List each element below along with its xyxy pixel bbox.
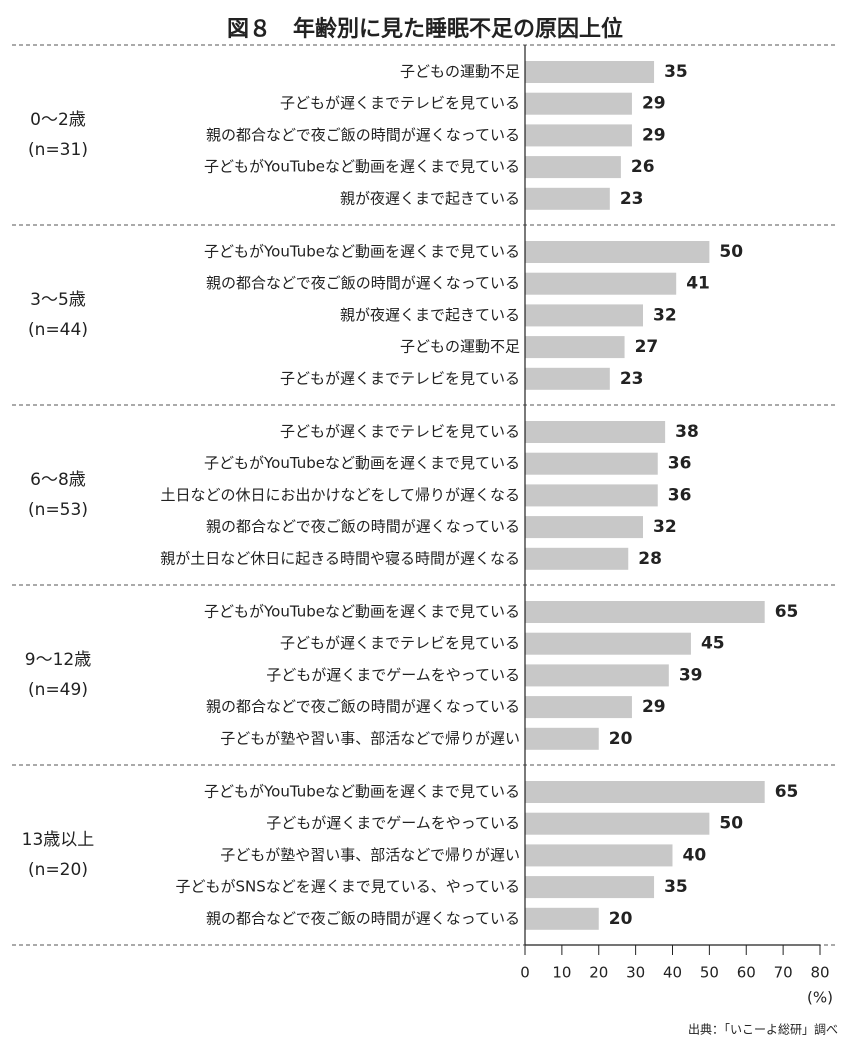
category-label: 子どもがYouTubeなど動画を遅くまで見ている (204, 454, 520, 472)
x-tick-label: 10 (552, 964, 571, 982)
bar (525, 367, 610, 390)
group-n: (n=49) (28, 680, 88, 700)
category-label: 親が土日など休日に起きる時間や寝る時間が遅くなる (160, 549, 520, 567)
category-label: 親の都合などで夜ご飯の時間が遅くなっている (206, 274, 520, 292)
category-label: 子どもが遅くまでテレビを見ている (280, 634, 520, 652)
value-label: 29 (642, 94, 666, 114)
bar (525, 696, 632, 719)
category-label: 子どもが塾や習い事、部活などで帰りが遅い (220, 729, 520, 747)
value-label: 36 (668, 485, 692, 505)
x-tick-label: 0 (520, 964, 530, 982)
bar (525, 336, 625, 359)
x-tick-label: 30 (626, 964, 645, 982)
bar (525, 812, 710, 835)
bar (525, 124, 632, 147)
category-label: 子どもが遅くまでテレビを見ている (280, 423, 520, 441)
group-n: (n=53) (28, 500, 88, 520)
group-n: (n=31) (28, 140, 88, 160)
group-n: (n=44) (28, 320, 88, 340)
value-label: 40 (683, 845, 707, 865)
category-label: 親が夜遅くまで起きている (340, 306, 520, 324)
category-label: 親が夜遅くまで起きている (340, 189, 520, 207)
bar (525, 304, 643, 327)
x-tick-label: 40 (663, 964, 682, 982)
bar (525, 516, 643, 539)
value-label: 45 (701, 634, 725, 654)
bar (525, 156, 621, 179)
x-tick-label: 20 (589, 964, 608, 982)
category-label: 土日などの休日にお出かけなどをして帰りが遅くなる (160, 486, 520, 504)
category-label: 子どもがYouTubeなど動画を遅くまで見ている (204, 783, 520, 801)
chart-title: 図８ 年齢別に見た睡眠不足の原因上位 (227, 16, 623, 42)
value-label: 27 (635, 337, 659, 357)
category-label: 子どもが遅くまでゲームをやっている (266, 666, 520, 684)
value-label: 50 (719, 814, 743, 834)
category-label: 子どもがSNSなどを遅くまで見ている、やっている (175, 878, 520, 896)
category-label: 親の都合などで夜ご飯の時間が遅くなっている (206, 518, 520, 536)
value-label: 50 (719, 242, 743, 262)
value-label: 36 (668, 454, 692, 474)
bar (525, 547, 629, 570)
category-label: 子どもがYouTubeなど動画を遅くまで見ている (204, 603, 520, 621)
category-label: 親の都合などで夜ご飯の時間が遅くなっている (206, 909, 520, 927)
group-label: 6〜8歳 (30, 470, 86, 490)
bar (525, 601, 765, 623)
bar (525, 92, 632, 115)
category-label: 子どもが塾や習い事、部活などで帰りが遅い (220, 846, 520, 864)
value-label: 28 (638, 549, 662, 569)
bar (525, 61, 655, 83)
value-label: 35 (664, 877, 688, 897)
bar (525, 421, 666, 443)
value-label: 23 (620, 369, 644, 389)
bar (525, 272, 677, 295)
value-label: 39 (679, 665, 703, 685)
group-label: 9〜12歳 (25, 650, 91, 670)
bar (525, 632, 691, 655)
value-label: 20 (609, 909, 633, 929)
bar (525, 876, 655, 899)
value-label: 26 (631, 157, 655, 177)
group-n: (n=20) (28, 860, 88, 880)
bar (525, 452, 658, 475)
group-label: 0〜2歳 (30, 110, 86, 130)
x-unit: (%) (807, 989, 833, 1007)
value-label: 29 (642, 125, 666, 145)
x-tick-label: 70 (774, 964, 793, 982)
category-label: 子どもの運動不足 (400, 63, 520, 81)
category-label: 子どもがYouTubeなど動画を遅くまで見ている (204, 158, 520, 176)
bar (525, 727, 599, 750)
category-label: 子どもが遅くまでゲームをやっている (266, 814, 520, 832)
bar (525, 484, 658, 507)
category-label: 親の都合などで夜ご飯の時間が遅くなっている (206, 126, 520, 144)
value-label: 65 (775, 782, 799, 802)
x-tick-label: 60 (737, 964, 756, 982)
bar (525, 781, 765, 803)
bar (525, 907, 599, 930)
category-label: 子どもの運動不足 (400, 338, 520, 356)
bar (525, 664, 669, 687)
bar (525, 241, 710, 263)
value-label: 41 (686, 274, 710, 294)
group-label: 3〜5歳 (30, 290, 86, 310)
value-label: 20 (609, 729, 633, 749)
category-label: 子どもが遅くまでテレビを見ている (280, 94, 520, 112)
value-label: 23 (620, 189, 644, 209)
value-label: 32 (653, 305, 677, 325)
x-tick-label: 50 (700, 964, 719, 982)
value-label: 38 (675, 422, 699, 442)
source: 出典：「いこーよ総研」調べ (688, 1023, 838, 1037)
x-tick-label: 80 (810, 964, 829, 982)
value-label: 29 (642, 697, 666, 717)
value-label: 35 (664, 62, 688, 82)
category-label: 子どもが遅くまでテレビを見ている (280, 369, 520, 387)
group-label: 13歳以上 (22, 830, 95, 850)
value-label: 32 (653, 517, 677, 537)
value-label: 65 (775, 602, 799, 622)
category-label: 親の都合などで夜ご飯の時間が遅くなっている (206, 698, 520, 716)
bar (525, 187, 610, 210)
category-label: 子どもがYouTubeなど動画を遅くまで見ている (204, 243, 520, 261)
bar (525, 844, 673, 867)
